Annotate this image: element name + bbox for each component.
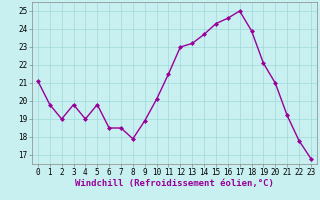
X-axis label: Windchill (Refroidissement éolien,°C): Windchill (Refroidissement éolien,°C) — [75, 179, 274, 188]
